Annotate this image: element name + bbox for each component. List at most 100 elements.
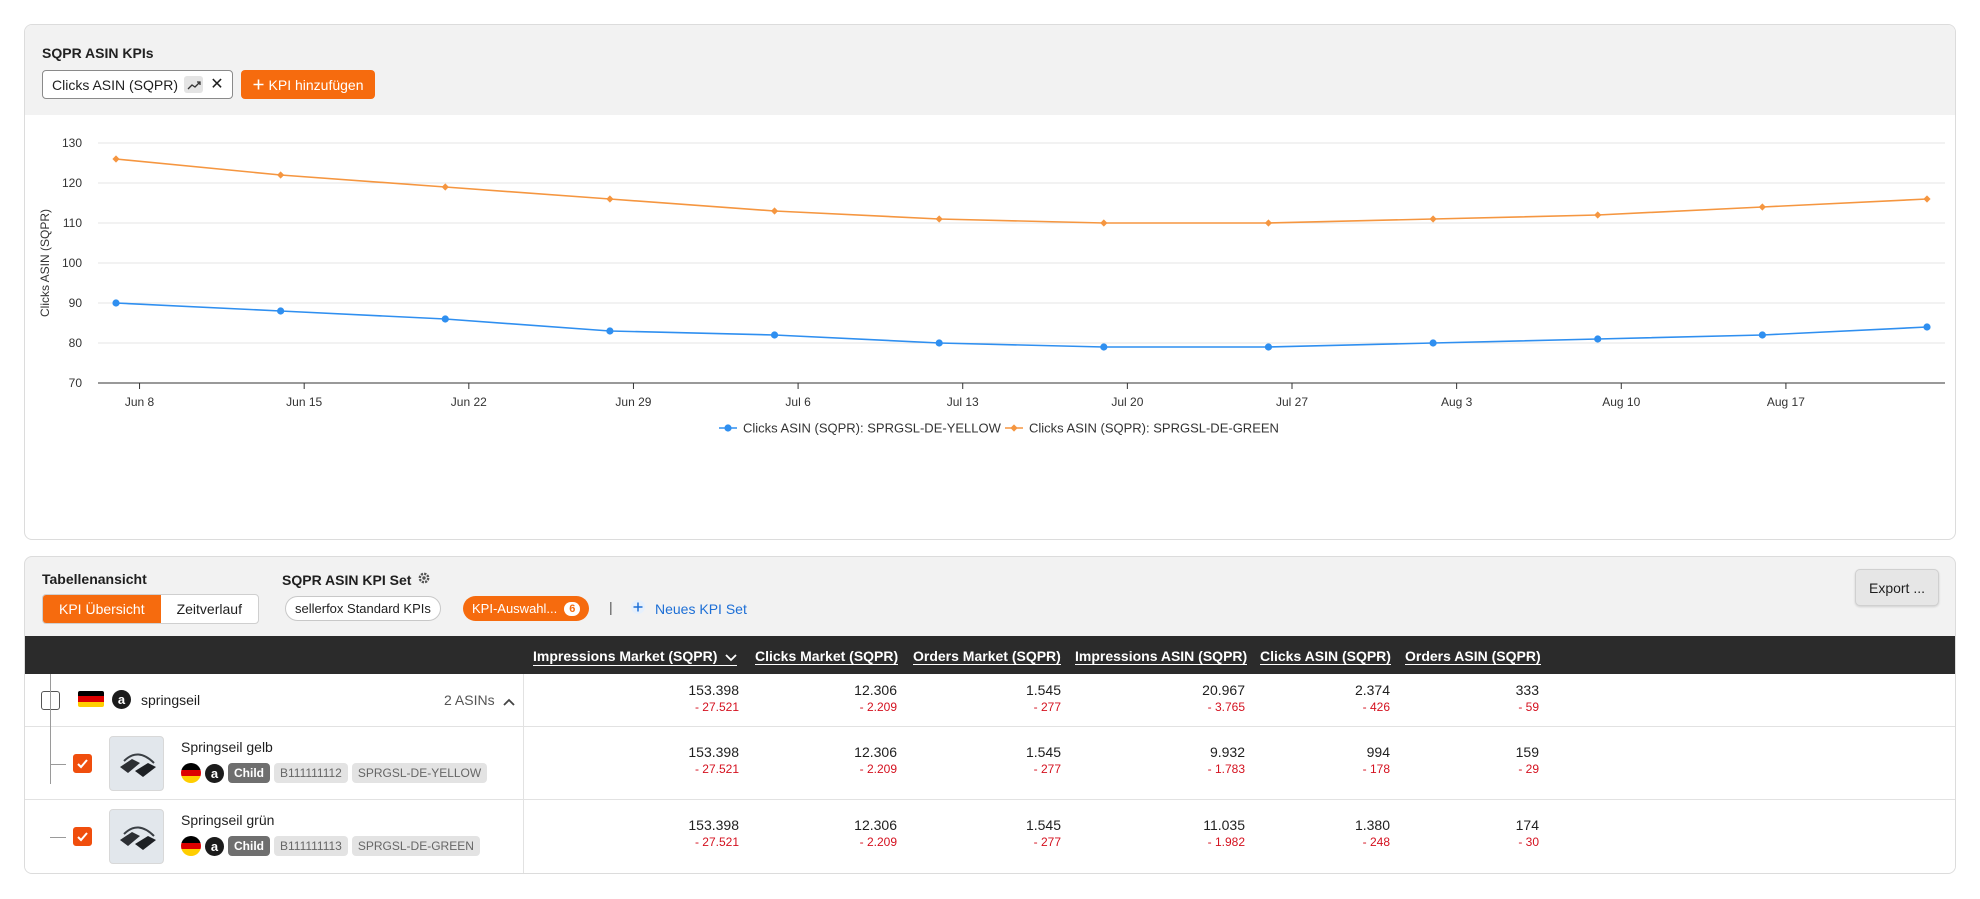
- value-delta: - 1.982: [1207, 835, 1245, 849]
- value-delta: - 27.521: [694, 762, 739, 776]
- data-point: [1594, 335, 1602, 343]
- value-cell: 159 - 29: [1339, 744, 1539, 776]
- column-header-orders-asin[interactable]: Orders ASIN (SQPR): [1405, 648, 1541, 665]
- value-main: 20.967: [1202, 682, 1245, 698]
- value-delta: - 2.209: [859, 835, 897, 849]
- value-main: 1.545: [1025, 682, 1061, 698]
- value-main: 1.380: [1354, 817, 1390, 833]
- value-cell: 2.374 - 426: [1190, 682, 1390, 714]
- value-cell: 994 - 178: [1190, 744, 1390, 776]
- value-delta: - 27.521: [694, 700, 739, 714]
- y-tick-label: 90: [69, 296, 83, 310]
- value-delta: - 29: [1518, 762, 1539, 776]
- value-cell: 174 - 30: [1339, 817, 1539, 849]
- value-main: 12.306: [854, 682, 897, 698]
- value-cell: 1.545 - 277: [861, 682, 1061, 714]
- y-tick-label: 100: [62, 256, 82, 270]
- amazon-icon: a: [205, 763, 224, 783]
- child-badge: Child: [228, 763, 270, 783]
- value-delta: - 1.783: [1207, 762, 1245, 776]
- sku-tag[interactable]: SPRGSL-DE-GREEN: [351, 836, 480, 856]
- value-main: 174: [1515, 817, 1539, 833]
- x-tick-label: Jul 6: [785, 395, 811, 409]
- value-cell: 12.306 - 2.209: [697, 682, 897, 714]
- kpi-selection-pill[interactable]: KPI-Auswahl... 6: [463, 596, 590, 621]
- product-name[interactable]: Springseil gelb: [181, 739, 273, 755]
- x-tick-label: Aug 3: [1441, 395, 1473, 409]
- row-checkbox[interactable]: [73, 827, 92, 846]
- view-option-kpi-overview[interactable]: KPI Übersicht: [43, 595, 161, 623]
- view-toggle: KPI Übersicht Zeitverlauf: [42, 594, 259, 624]
- gear-icon[interactable]: [417, 571, 431, 588]
- row-checkbox[interactable]: [73, 754, 92, 773]
- x-tick-label: Jul 13: [947, 395, 979, 409]
- kpi-selection-count: 6: [564, 601, 581, 616]
- table-row-parent[interactable]: a springseil 2 ASINs 153.398- 27.521 12.3…: [25, 674, 1955, 727]
- new-kpi-set-button[interactable]: Neues KPI Set: [630, 599, 747, 618]
- row-label-cell: Springseil grün a Child B111111113 SPRGS…: [25, 800, 524, 873]
- value-delta: - 3.765: [1207, 700, 1245, 714]
- data-point: [935, 215, 943, 223]
- value-delta: - 2.209: [859, 700, 897, 714]
- value-main: 11.035: [1203, 817, 1245, 833]
- product-group-name: springseil: [141, 692, 201, 708]
- y-tick-label: 120: [62, 176, 82, 190]
- value-cell: 1.380 - 248: [1190, 817, 1390, 849]
- chevron-down-icon[interactable]: [725, 649, 737, 665]
- value-main: 12.306: [854, 817, 897, 833]
- data-point: [606, 327, 614, 335]
- series-line: [115, 302, 1928, 348]
- y-tick-label: 80: [69, 336, 83, 350]
- value-main: 12.306: [854, 744, 897, 760]
- table-row-child[interactable]: Springseil gelb a Child B111111112 SPRGS…: [25, 727, 1955, 800]
- data-point: [1923, 195, 1931, 203]
- data-point: [770, 207, 779, 215]
- column-header-impressions-asin[interactable]: Impressions ASIN (SQPR): [1075, 648, 1248, 665]
- kpi-chip[interactable]: Clicks ASIN (SQPR) ✕: [42, 70, 233, 99]
- x-tick-label: Aug 10: [1602, 395, 1640, 409]
- trend-chart-icon[interactable]: [184, 76, 203, 93]
- standard-kpis-pill[interactable]: sellerfox Standard KPIs: [285, 596, 441, 621]
- kpi-chip-label: Clicks ASIN (SQPR): [52, 76, 179, 93]
- data-point: [112, 299, 120, 307]
- value-cell: 1.545 - 277: [861, 744, 1061, 776]
- y-tick-label: 130: [62, 136, 82, 150]
- x-tick-label: Jun 15: [286, 395, 322, 409]
- table-row-child[interactable]: Springseil grün a Child B111111113 SPRGS…: [25, 800, 1955, 873]
- product-name[interactable]: Springseil grün: [181, 812, 275, 828]
- value-cell: 153.398 - 27.521: [539, 817, 739, 849]
- sku-tag[interactable]: SPRGSL-DE-YELLOW: [351, 763, 488, 783]
- chevron-up-icon[interactable]: [503, 693, 515, 711]
- product-thumbnail: [109, 809, 164, 864]
- column-header-impressions-market[interactable]: Impressions Market (SQPR): [533, 648, 738, 667]
- chart-panel-title: SQPR ASIN KPIs: [42, 45, 154, 61]
- value-delta: - 30: [1518, 835, 1539, 849]
- asin-tag[interactable]: B111111112: [274, 763, 348, 783]
- value-delta: - 426: [1362, 700, 1390, 714]
- data-point: [1264, 343, 1273, 351]
- legend-label: Clicks ASIN (SQPR): SPRGSL-DE-GREEN: [1029, 421, 1279, 436]
- data-point: [770, 331, 779, 339]
- value-cell: 9.932 - 1.783: [1045, 744, 1245, 776]
- chart-panel: SQPR ASIN KPIs Clicks ASIN (SQPR) ✕ KPI …: [24, 24, 1956, 540]
- export-button[interactable]: Export ...: [1855, 569, 1939, 606]
- column-header-clicks-market[interactable]: Clicks Market (SQPR): [755, 648, 899, 665]
- data-point: [1100, 219, 1108, 227]
- value-main: 333: [1515, 682, 1539, 698]
- column-header-clicks-asin[interactable]: Clicks ASIN (SQPR): [1260, 648, 1391, 665]
- plus-circle-icon: [630, 599, 646, 618]
- add-kpi-button[interactable]: KPI hinzufügen: [241, 70, 375, 99]
- value-main: 153.398: [688, 744, 739, 760]
- new-kpi-set-label: Neues KPI Set: [655, 600, 747, 617]
- x-tick-label: Jul 20: [1111, 395, 1143, 409]
- value-cell: 12.306 - 2.209: [697, 817, 897, 849]
- table-header: Impressions Market (SQPR) Clicks Market …: [25, 636, 1955, 674]
- close-icon[interactable]: ✕: [210, 75, 224, 93]
- column-header-orders-market[interactable]: Orders Market (SQPR): [913, 648, 1061, 665]
- value-main: 153.398: [688, 682, 739, 698]
- asin-tag[interactable]: B111111113: [274, 836, 348, 856]
- view-option-timeline[interactable]: Zeitverlauf: [176, 601, 242, 617]
- value-delta: - 277: [1033, 700, 1061, 714]
- line-chart: 70 80 90 100 110 120 130 Clicks ASIN (SQPR) Jun …: [38, 136, 1945, 436]
- data-point: [441, 315, 449, 323]
